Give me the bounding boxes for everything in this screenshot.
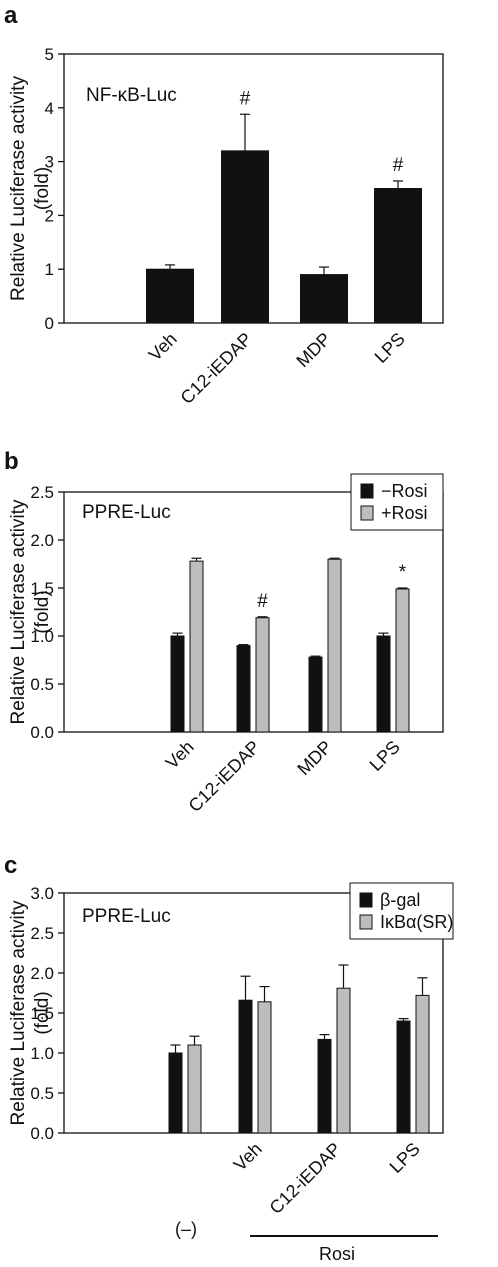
y-tick-label: 0 (45, 314, 54, 333)
panel-inner-label: PPRE-Luc (82, 502, 171, 523)
y-tick-label: 0.5 (30, 1084, 54, 1103)
x-tick-label: C12-iEDAP (177, 329, 256, 408)
y-tick-label: 2.0 (30, 964, 54, 983)
bar (336, 987, 351, 1134)
y-axis-label-line: (fold) (32, 167, 53, 210)
group-label-untreated: (–) (175, 1219, 197, 1239)
bar (146, 268, 194, 324)
y-tick-label: 2.5 (30, 483, 54, 502)
y-axis-label: Relative Luciferase activity (fold) (8, 900, 53, 1125)
bar (376, 635, 391, 733)
y-axis-label-line: Relative Luciferase activity (8, 900, 29, 1125)
y-tick-label: 5 (45, 45, 54, 64)
bar (300, 274, 348, 324)
y-tick-label: 3.0 (30, 884, 54, 903)
x-tick-label: MDP (293, 737, 335, 779)
bar (189, 560, 204, 733)
panel-letter: a (4, 2, 18, 29)
significance-mark: * (399, 562, 407, 583)
bar (396, 1020, 411, 1134)
legend-box (349, 882, 454, 940)
bar (187, 1044, 202, 1134)
x-tick-label: Veh (230, 1139, 266, 1175)
bar (374, 188, 422, 324)
legend-label: −Rosi (381, 481, 428, 501)
y-tick-label: 2 (45, 206, 54, 225)
bar (168, 1052, 183, 1134)
bar (415, 994, 430, 1134)
legend-swatch (359, 914, 373, 930)
bar (236, 645, 251, 733)
plot-frame (63, 491, 444, 733)
y-axis-label-line: Relative Luciferase activity (8, 76, 29, 301)
legend-label: +Rosi (381, 503, 428, 523)
x-tick-label: Veh (162, 737, 198, 773)
y-axis-label: Relative Luciferase activity (fold) (8, 499, 53, 724)
legend-swatch (360, 483, 374, 499)
bar (395, 588, 410, 733)
x-tick-label: LPS (371, 329, 409, 367)
bar (257, 1001, 272, 1134)
chart-panel-a: a 0 1 2 3 4 5 Relative Luciferase activity (fold… (4, 2, 444, 408)
panel-letter: c (4, 852, 17, 879)
legend-label: β-gal (380, 890, 420, 910)
y-tick-label: 0.0 (30, 1124, 54, 1143)
significance-mark: # (257, 591, 268, 612)
group-label-treated: Rosi (319, 1244, 355, 1264)
bar (221, 150, 269, 324)
significance-mark: # (393, 155, 404, 176)
bar (317, 1038, 332, 1134)
bar (170, 635, 185, 733)
bar (327, 558, 342, 733)
y-tick-label: 0.0 (30, 723, 54, 742)
x-tick-label: LPS (366, 737, 404, 775)
y-tick-label: 1.0 (30, 1044, 54, 1063)
significance-mark: # (240, 88, 251, 109)
y-tick-label: 2.5 (30, 924, 54, 943)
y-tick-label: 3 (45, 153, 54, 172)
y-tick-label: 1.5 (30, 579, 54, 598)
x-tick-label: LPS (386, 1139, 424, 1177)
panel-inner-label: PPRE-Luc (82, 906, 171, 927)
x-tick-label: C12-iEDAP (185, 737, 264, 816)
legend-label: IκBα(SR) (380, 912, 453, 932)
bar (308, 656, 323, 733)
y-axis-label-line: (fold) (32, 991, 53, 1034)
y-tick-label: 2.0 (30, 531, 54, 550)
bar (238, 999, 253, 1134)
y-axis-label: Relative Luciferase activity (fold) (8, 76, 53, 301)
y-tick-label: 0.5 (30, 675, 54, 694)
legend-swatch (359, 892, 373, 908)
legend-box (350, 473, 444, 531)
y-tick-label: 1.0 (30, 627, 54, 646)
y-axis-label-line: Relative Luciferase activity (8, 499, 29, 724)
x-tick-label: MDP (292, 329, 334, 371)
y-tick-label: 1 (45, 260, 54, 279)
panel-letter: b (4, 448, 19, 475)
x-tick-label: C12-iEDAP (266, 1139, 345, 1218)
panel-inner-label: NF-κB-Luc (86, 85, 177, 106)
y-axis-label-line: (fold) (32, 590, 53, 633)
legend-swatch (360, 505, 374, 521)
bar (255, 617, 270, 733)
y-tick-label: 4 (45, 99, 54, 118)
x-tick-label: Veh (145, 329, 181, 365)
y-tick-label: 1.5 (30, 1004, 54, 1023)
